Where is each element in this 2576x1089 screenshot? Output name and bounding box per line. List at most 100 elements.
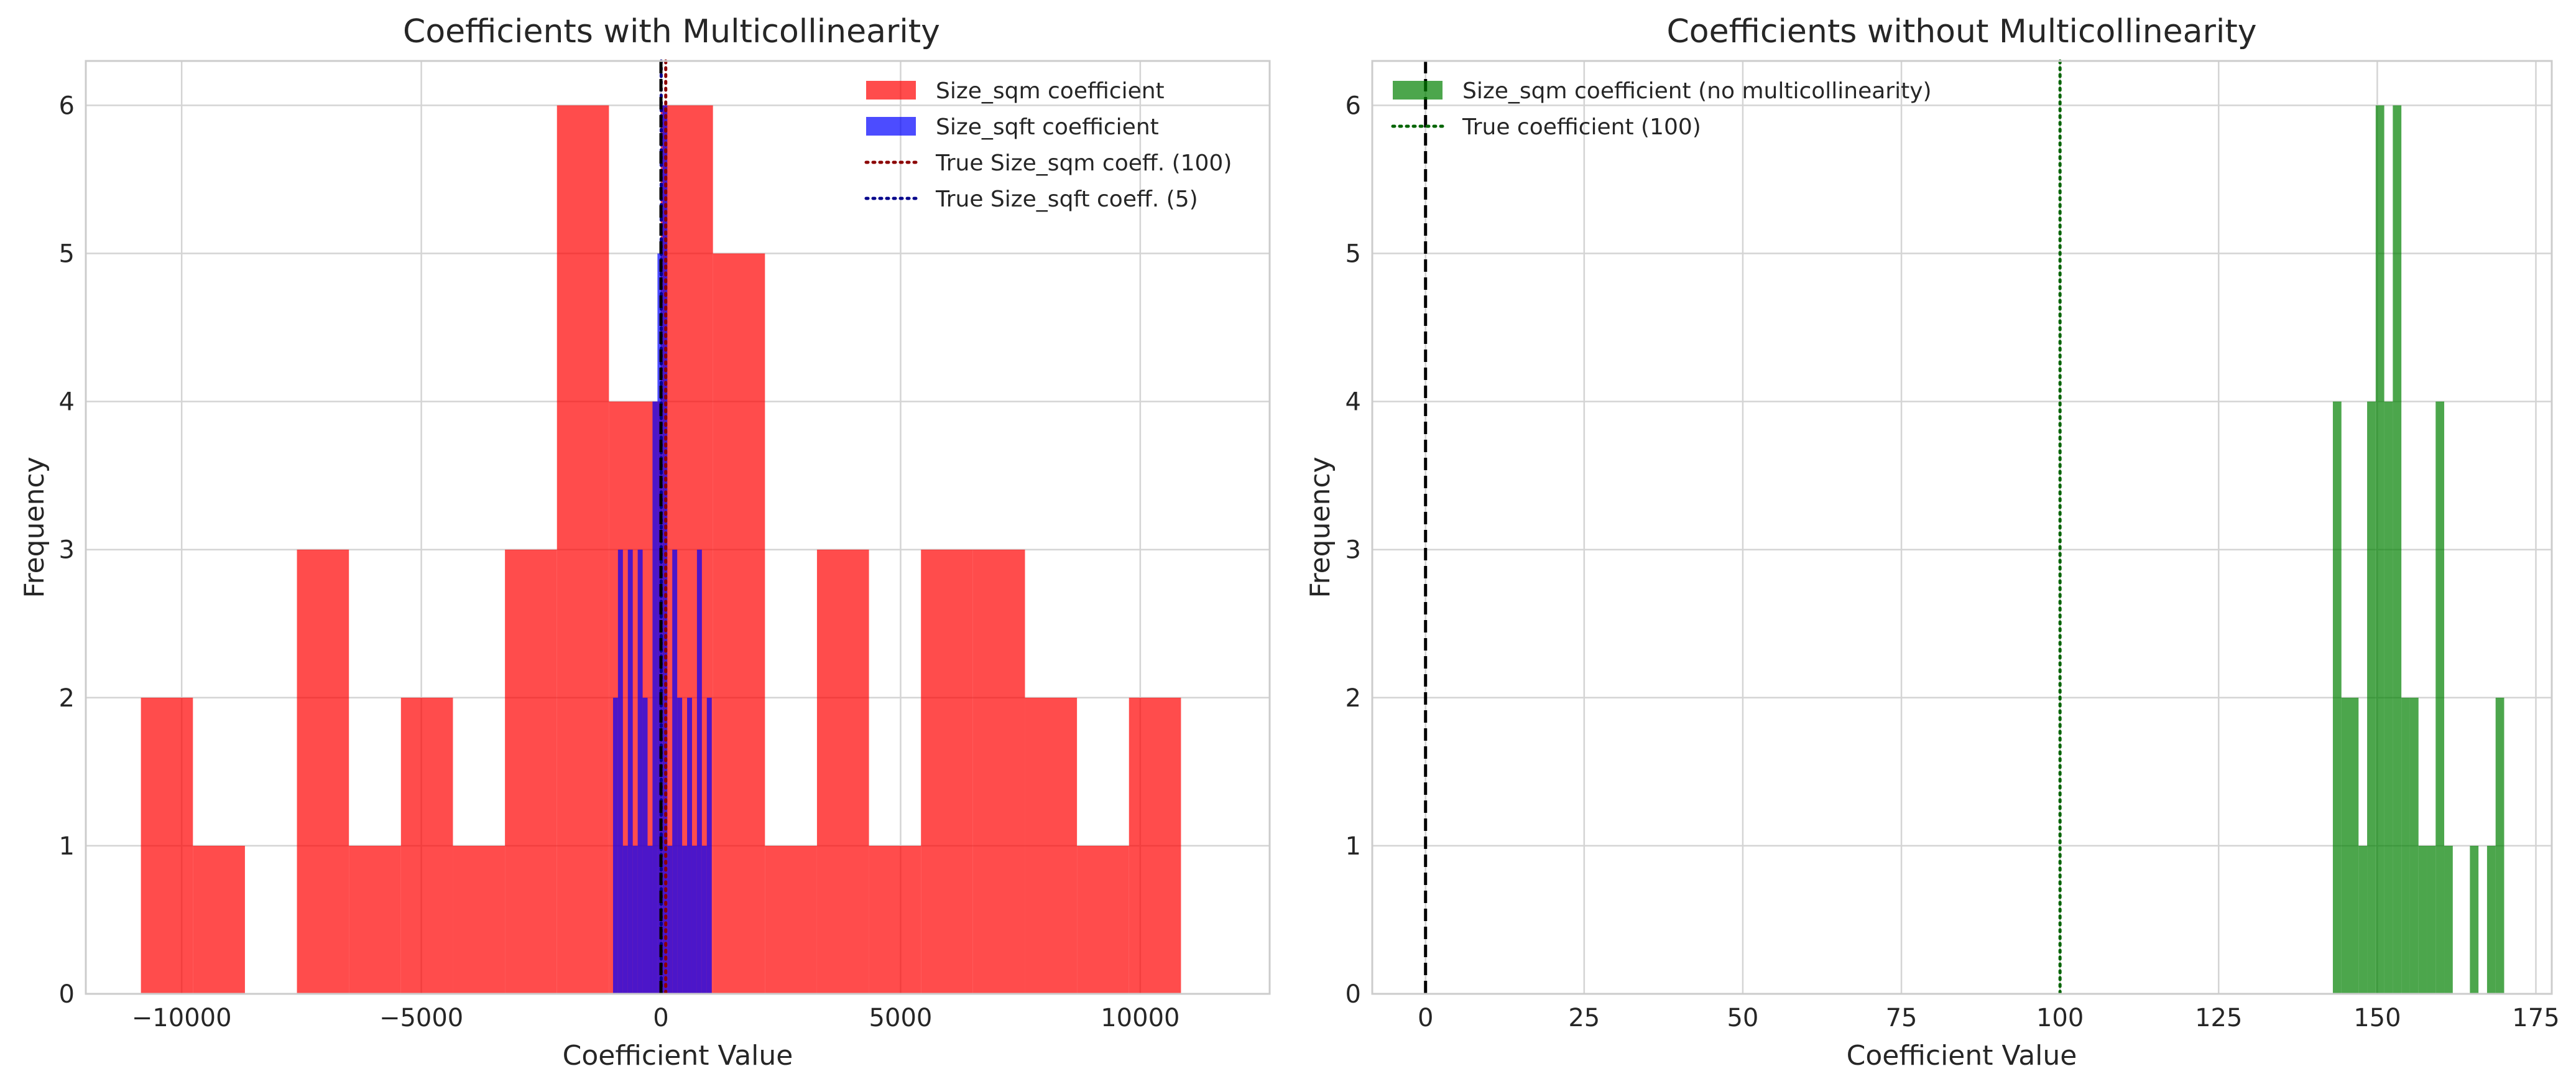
- y-tick-label: 0: [59, 980, 75, 1009]
- histogram-bar: [627, 549, 633, 994]
- histogram-bar: [2401, 697, 2410, 994]
- histogram-bar: [637, 549, 643, 994]
- y-tick-label: 2: [59, 684, 75, 713]
- histogram-bar: [632, 845, 638, 994]
- histogram-bar: [453, 845, 506, 994]
- histogram-bar: [297, 549, 349, 994]
- y-tick-label: 1: [59, 832, 75, 861]
- y-tick-label: 4: [1346, 388, 1361, 417]
- legend-entry-label: Size_sqm coefficient (no multicollineari…: [1462, 78, 1932, 104]
- histogram-bar: [2341, 697, 2350, 994]
- y-tick-label: 3: [1346, 536, 1361, 565]
- x-tick-label: 125: [2195, 1004, 2242, 1032]
- legend-entry-label: Size_sqm coefficient: [936, 78, 1165, 104]
- plot-frame: [85, 60, 1271, 995]
- legend: Size_sqm coefficient Size_sqft coefficien…: [864, 78, 1232, 212]
- y-tick-label: 3: [59, 536, 75, 565]
- histogram-bar: [556, 105, 609, 994]
- y-tick-label: 0: [1346, 980, 1361, 1009]
- x-tick-label: −5000: [379, 1004, 463, 1032]
- histogram-bar: [193, 845, 245, 994]
- histogram-bar: [1129, 697, 1181, 994]
- x-tick-label: 10000: [1101, 1004, 1180, 1032]
- y-tick-label: 5: [1346, 240, 1361, 269]
- x-tick-label: 50: [1727, 1004, 1758, 1032]
- histogram-bar: [701, 845, 707, 994]
- y-tick-label: 4: [59, 388, 75, 417]
- histogram-bar: [667, 845, 673, 994]
- x-tick-label: 150: [2353, 1004, 2401, 1032]
- x-tick-label: 75: [1886, 1004, 1918, 1032]
- chart-panel-without-multicollinearity: Coefficients without Multicollinearity 0…: [1304, 13, 2560, 1072]
- histogram-bar: [2358, 845, 2368, 994]
- x-tick-label: 0: [653, 1004, 668, 1032]
- histogram-bar: [642, 697, 648, 994]
- tick-labels: 0 25 50 75 100 125 150 175 0 1 2 3 4 5 6: [1346, 91, 2560, 1032]
- plot-data: [1424, 59, 2504, 996]
- x-axis-label: Coefficient Value: [1847, 1040, 2077, 1072]
- histogram-bar: [2427, 845, 2436, 994]
- histogram-bar: [505, 549, 557, 994]
- histogram-bar: [349, 845, 401, 994]
- histogram-bar: [2444, 845, 2453, 994]
- histogram-bar: [2393, 105, 2402, 994]
- histogram-bar: [687, 697, 692, 994]
- histogram-bar: [2332, 401, 2342, 994]
- plot-frame: [1371, 60, 2553, 995]
- histogram-bar: [691, 845, 697, 994]
- histogram-bar: [2495, 697, 2504, 994]
- histogram-bar: [1025, 697, 1078, 994]
- y-axis-label: Frequency: [19, 456, 50, 598]
- y-tick-label: 6: [1346, 91, 1361, 120]
- histogram-bar: [652, 401, 658, 994]
- histogram-bar: [682, 845, 688, 994]
- x-tick-label: 25: [1568, 1004, 1600, 1032]
- histogram-bar: [617, 549, 623, 994]
- histogram-bar: [2418, 845, 2427, 994]
- histogram-bar: [713, 253, 765, 994]
- histogram-bar: [921, 549, 973, 994]
- histogram-bar: [2409, 697, 2419, 994]
- histogram-bar: [696, 549, 702, 994]
- x-tick-label: 100: [2036, 1004, 2084, 1032]
- plot-data: [141, 59, 1181, 996]
- histogram-bar: [2384, 401, 2393, 994]
- y-tick-label: 5: [59, 240, 75, 269]
- legend-swatch: [1393, 81, 1443, 100]
- histogram-bar: [972, 549, 1025, 994]
- tick-labels: −10000 −5000 0 5000 10000 0 1 2 3 4 5 6: [59, 91, 1180, 1032]
- histogram-bar: [2470, 845, 2479, 994]
- histogram-bar: [869, 845, 921, 994]
- y-tick-label: 6: [59, 91, 75, 120]
- y-axis-label: Frequency: [1304, 456, 1336, 598]
- histogram-bar: [765, 845, 817, 994]
- legend-entry-label: True Size_sqm coeff. (100): [935, 151, 1232, 176]
- chart-panel-with-multicollinearity: Coefficients with Multicollinearity −100…: [19, 13, 1271, 1072]
- x-tick-label: 5000: [869, 1004, 933, 1032]
- chart-title: Coefficients with Multicollinearity: [403, 13, 940, 50]
- y-tick-label: 1: [1346, 832, 1361, 861]
- x-tick-label: −10000: [132, 1004, 232, 1032]
- legend-entry-label: True Size_sqft coeff. (5): [935, 187, 1198, 212]
- chart-title: Coefficients without Multicollinearity: [1666, 13, 2256, 50]
- y-tick-label: 2: [1346, 684, 1361, 713]
- histogram-bar: [2350, 697, 2359, 994]
- histogram-bar: [622, 845, 628, 994]
- x-tick-label: 0: [1418, 1004, 1433, 1032]
- histogram-bar: [677, 697, 683, 994]
- histogram-bar: [706, 697, 712, 994]
- legend-entry-label: Size_sqft coefficient: [936, 114, 1159, 140]
- histogram-bar: [672, 549, 678, 994]
- legend-swatch: [866, 81, 916, 100]
- histogram-bar: [612, 697, 618, 994]
- histogram-bar: [2486, 845, 2496, 994]
- histogram-bar: [400, 697, 453, 994]
- histogram-bar: [816, 549, 869, 994]
- histogram-bar: [141, 697, 193, 994]
- legend: Size_sqm coefficient (no multicollineari…: [1391, 78, 1932, 140]
- histogram-bar: [1077, 845, 1129, 994]
- legend-entry-label: True coefficient (100): [1462, 114, 1701, 140]
- x-axis-label: Coefficient Value: [563, 1040, 793, 1072]
- histogram-bar: [2367, 401, 2376, 994]
